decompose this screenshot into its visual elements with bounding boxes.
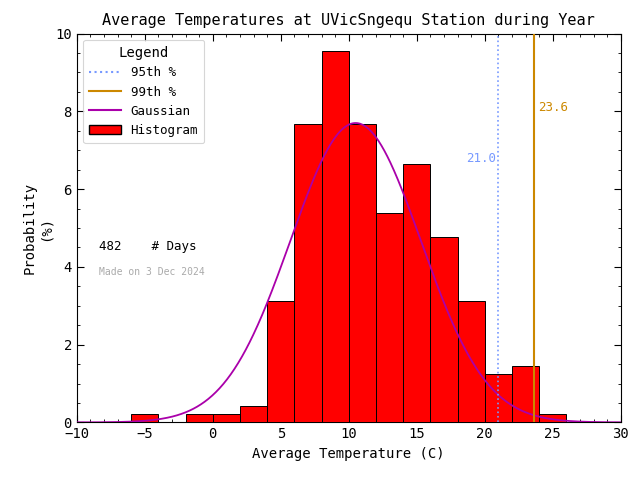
Text: 21.0: 21.0 [466, 152, 496, 165]
Bar [458, 301, 485, 422]
Y-axis label: Probability
(%): Probability (%) [22, 182, 52, 274]
Bar [512, 366, 540, 422]
Bar [403, 164, 431, 422]
Legend: 95th %, 99th %, Gaussian, Histogram: 95th %, 99th %, Gaussian, Histogram [83, 40, 204, 144]
Bar [268, 301, 294, 422]
Title: Average Temperatures at UVicSngequ Station during Year: Average Temperatures at UVicSngequ Stati… [102, 13, 595, 28]
Bar [485, 374, 512, 422]
Bar [322, 51, 349, 422]
Text: 482    # Days: 482 # Days [99, 240, 196, 252]
Bar [186, 414, 212, 422]
Bar [431, 237, 458, 422]
Bar [131, 414, 158, 422]
X-axis label: Average Temperature (C): Average Temperature (C) [253, 447, 445, 461]
Bar [349, 124, 376, 422]
Text: 23.6: 23.6 [538, 101, 568, 114]
Bar [212, 414, 240, 422]
Bar [540, 414, 566, 422]
Bar [294, 124, 322, 422]
Bar [376, 213, 403, 422]
Text: Made on 3 Dec 2024: Made on 3 Dec 2024 [99, 267, 204, 277]
Bar [240, 407, 268, 422]
